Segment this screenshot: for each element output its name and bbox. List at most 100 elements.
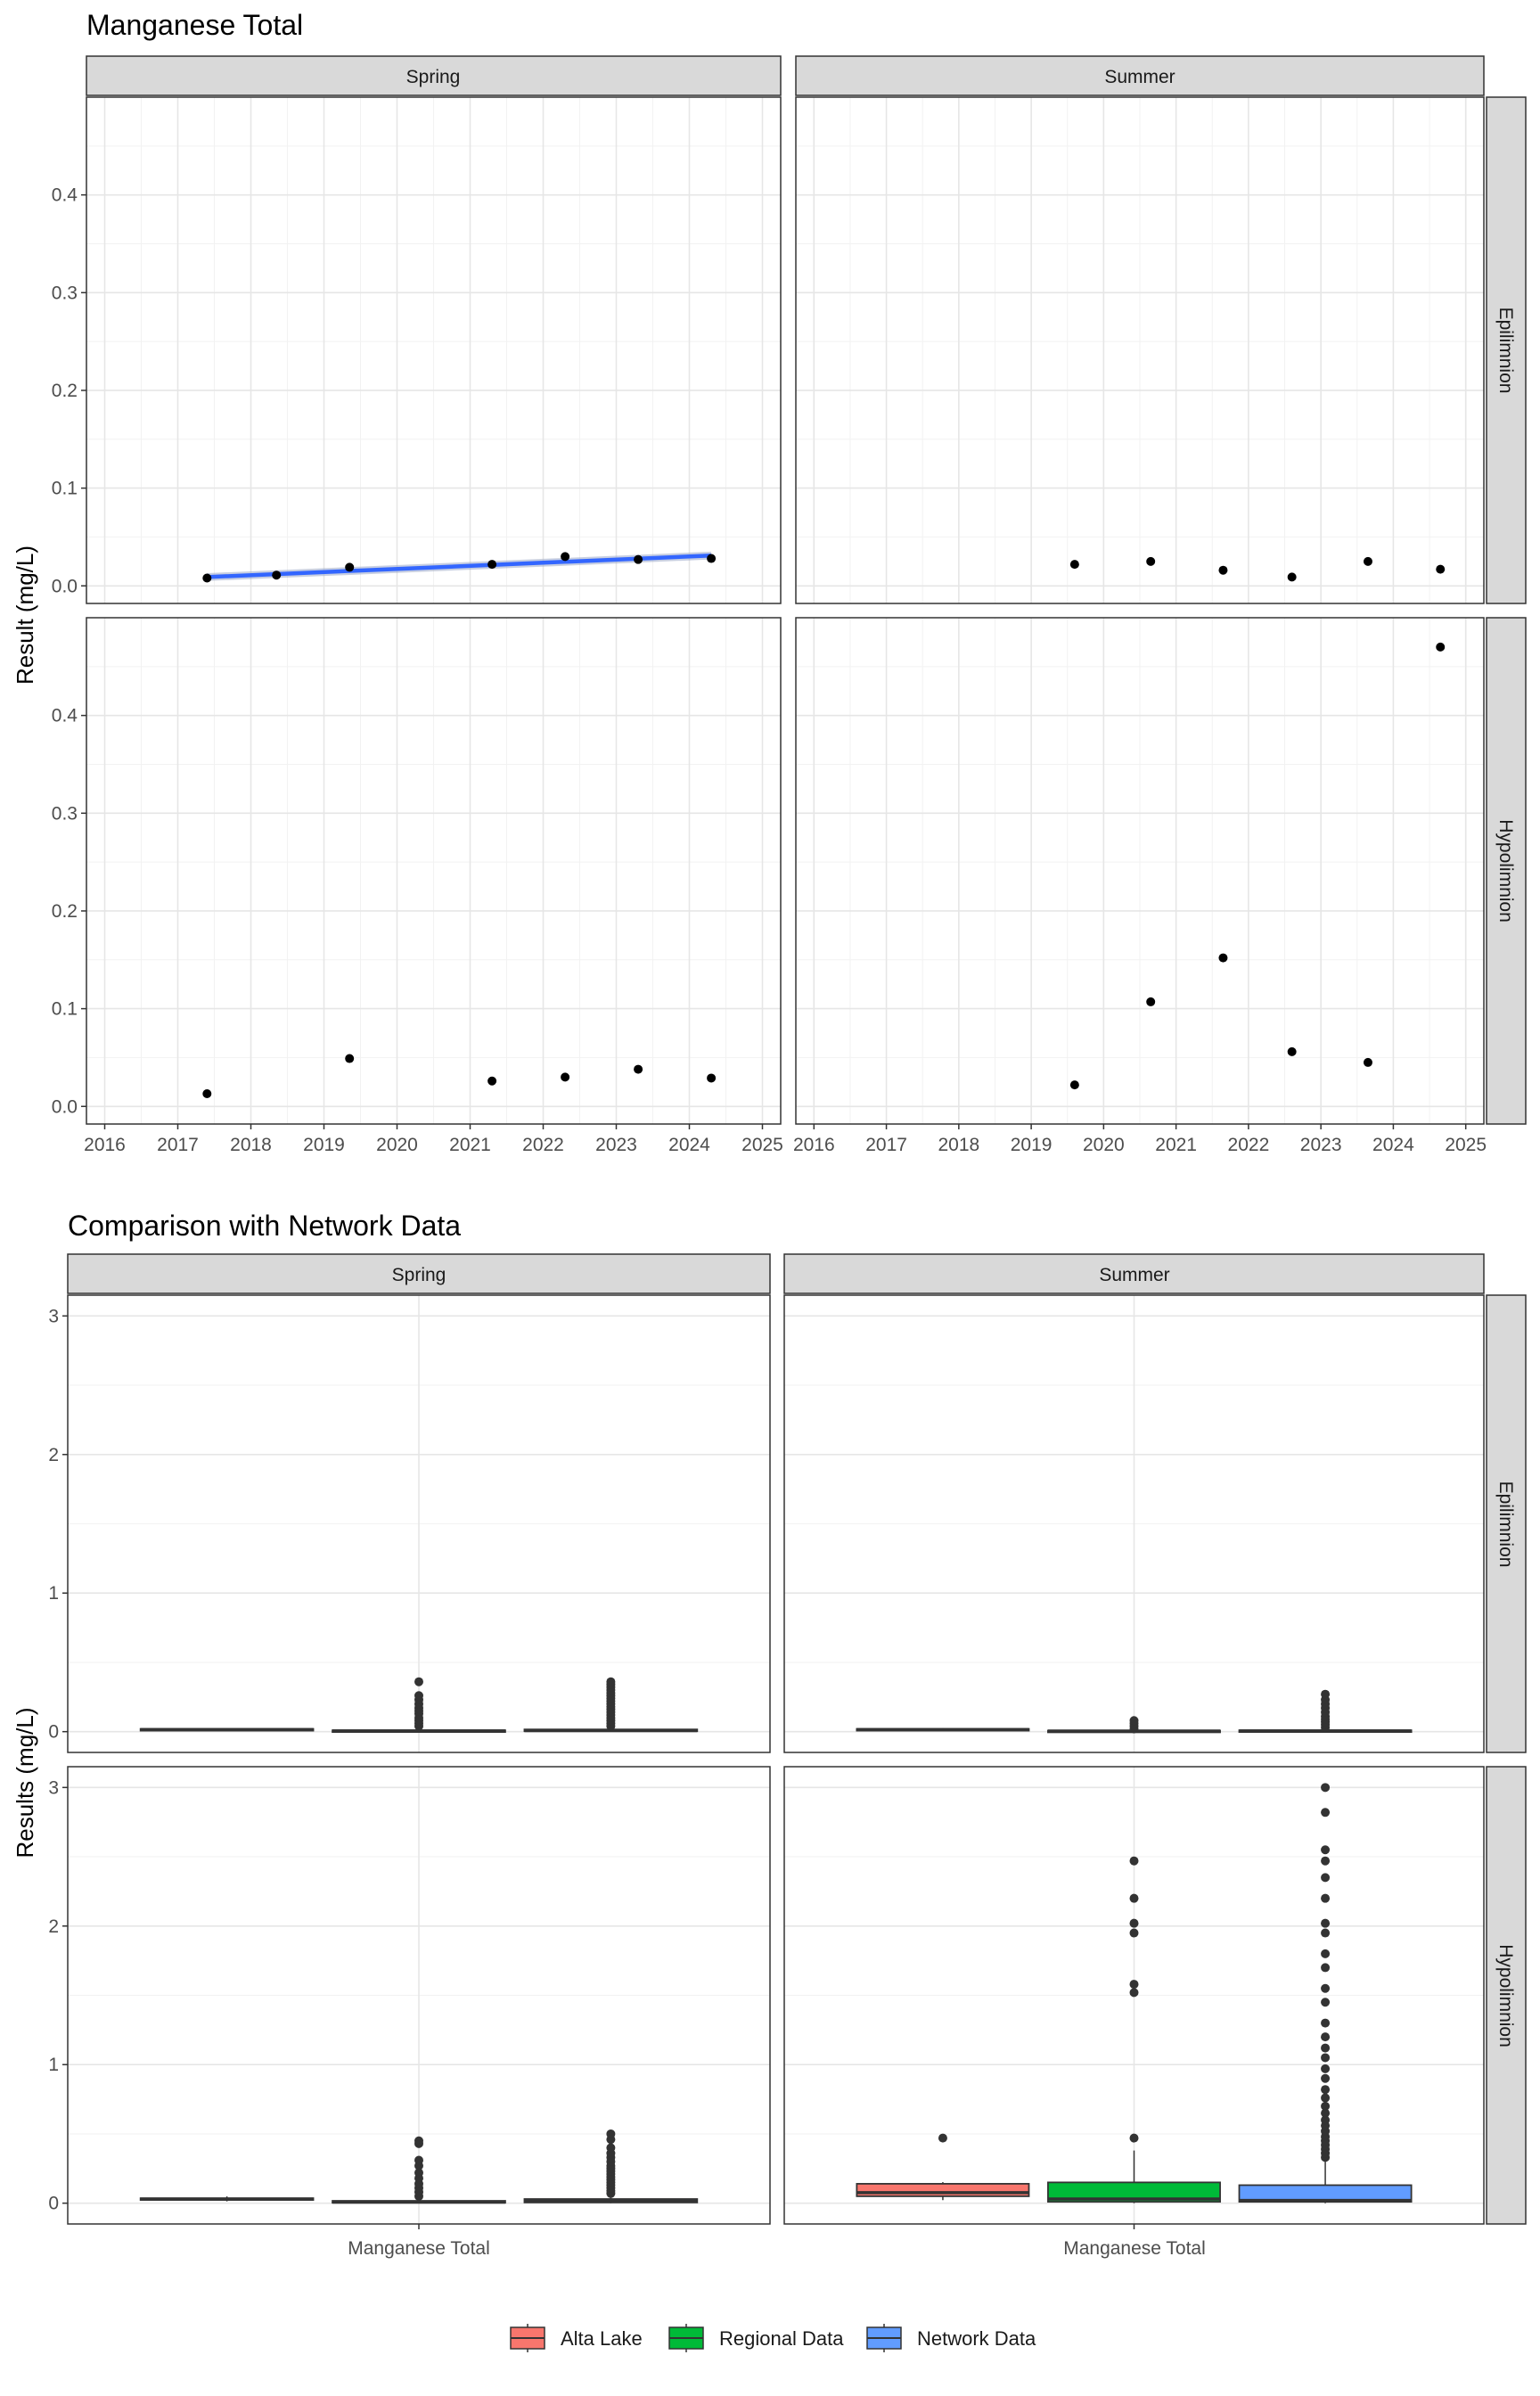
outlier-point (1321, 1918, 1331, 1928)
outlier-point (606, 2143, 616, 2153)
outlier-point (1129, 1893, 1139, 1903)
data-point (561, 552, 570, 562)
panel-border (795, 617, 1485, 1125)
outlier-point (1321, 1928, 1331, 1938)
y-tick-label: 3 (48, 1306, 59, 1326)
outlier-point (1129, 2133, 1139, 2143)
x-tick-label: 2025 (741, 1135, 783, 1155)
data-point (487, 560, 497, 570)
outlier-point (1321, 1783, 1331, 1793)
data-point (202, 1089, 212, 1099)
panel-border (86, 96, 782, 604)
x-tick-label: 2021 (1155, 1135, 1197, 1155)
y-tick-label: 0.1 (52, 479, 78, 499)
chart1-strip-epilimnion (1486, 96, 1527, 604)
x-tick-label: 2023 (595, 1135, 637, 1155)
chart1-strip-spring (86, 55, 782, 96)
x-tick-label: 2016 (793, 1135, 835, 1155)
chart2-strip-epilimnion-label: Epilimnion (1495, 1481, 1516, 1568)
data-point (561, 1072, 570, 1082)
data-point (707, 1073, 717, 1083)
outlier-point (1129, 1988, 1139, 1998)
legend-label: Alta Lake (561, 2327, 643, 2350)
x-tick-label: 2022 (1228, 1135, 1270, 1155)
y-tick-label: 0.2 (52, 901, 78, 922)
outlier-point (414, 2136, 423, 2146)
y-tick-label: 0 (48, 1722, 59, 1743)
y-tick-label: 2 (48, 1445, 59, 1465)
data-point (1069, 560, 1079, 570)
legend-label: Network Data (917, 2327, 1036, 2350)
outlier-point (1321, 1845, 1331, 1855)
outlier-point (414, 1691, 423, 1701)
y-tick-label: 0.2 (52, 381, 78, 401)
x-tick-label: 2018 (938, 1135, 979, 1155)
chart1-panel-summer-hypolimnion (795, 617, 1485, 1125)
outlier-point (1321, 2064, 1331, 2073)
chart2-strip-summer (783, 1253, 1485, 1294)
data-point (707, 554, 717, 563)
outlier-point (1321, 2101, 1331, 2111)
panel-border (795, 96, 1485, 604)
x-tick-label: 2018 (230, 1135, 272, 1155)
chart2-axes: 0 1 2 3 0 1 2 3 (48, 1306, 1135, 2229)
x-tick-label: 2017 (157, 1135, 199, 1155)
chart2-title: Comparison with Network Data (68, 1210, 461, 1242)
y-tick-label: 3 (48, 1777, 59, 1798)
data-point (1287, 572, 1297, 582)
outlier-point (1129, 1918, 1139, 1928)
outlier-point (1321, 2032, 1331, 2042)
panel-border (86, 617, 782, 1125)
x-tick-label: 2024 (1372, 1135, 1414, 1155)
y-tick-label: 0.0 (52, 576, 78, 596)
data-point (202, 573, 212, 583)
x-tick-label: 2019 (303, 1135, 345, 1155)
x-tick-label: 2025 (1445, 1135, 1487, 1155)
chart1-strip-summer (795, 55, 1485, 96)
x-tick-label: 2016 (84, 1135, 126, 1155)
chart2-panel-summer-epilimnion (783, 1294, 1485, 1753)
chart2-strip-spring (67, 1253, 771, 1294)
chart1-strip-summer-label: Summer (1104, 67, 1175, 87)
box-regional-data (1047, 2181, 1221, 2203)
panel-border (67, 1294, 771, 1753)
legend-label: Regional Data (719, 2327, 844, 2350)
data-point (1146, 556, 1156, 566)
chart2-panel-summer-hypolimnion (783, 1766, 1485, 2225)
outlier-point (414, 1677, 423, 1686)
y-tick-label: 0 (48, 2194, 59, 2214)
y-tick-label: 0.0 (52, 1096, 78, 1117)
data-point (1218, 953, 1228, 963)
outlier-point (1321, 2018, 1331, 2028)
outlier-point (1321, 1856, 1331, 1866)
data-point (1436, 642, 1446, 652)
outlier-point (1321, 1808, 1331, 1818)
outlier-point (414, 2168, 423, 2178)
outlier-point (1321, 2093, 1331, 2103)
outlier-point (1321, 1949, 1331, 1958)
outlier-point (606, 1677, 616, 1686)
data-point (1436, 564, 1446, 574)
outlier-point (1129, 1716, 1139, 1726)
box-alta-lake (856, 2183, 1030, 2197)
y-tick-label: 1 (48, 1583, 59, 1604)
chart2-strip-summer-label: Summer (1099, 1265, 1169, 1285)
x-tick-label: 2023 (1300, 1135, 1342, 1155)
x-tick-label: 2021 (449, 1135, 491, 1155)
data-point (1069, 1080, 1079, 1090)
outlier-point (1321, 2073, 1331, 2083)
y-tick-label: 0.3 (52, 283, 78, 303)
data-point (634, 554, 643, 564)
chart1-strip-hypolimnion (1486, 617, 1527, 1125)
outlier-point (1321, 2085, 1331, 2095)
data-point (1363, 556, 1372, 566)
x-tick-label: 2020 (1083, 1135, 1125, 1155)
outlier-point (1129, 1928, 1139, 1938)
outlier-point (1321, 2108, 1331, 2118)
trend-line (207, 554, 712, 579)
data-point (345, 1054, 355, 1063)
chart1-strip-hypolimnion-label: Hypolimnion (1495, 819, 1516, 923)
outlier-point (1321, 2053, 1331, 2063)
chart1-panel-summer-epilimnion (795, 96, 1485, 604)
